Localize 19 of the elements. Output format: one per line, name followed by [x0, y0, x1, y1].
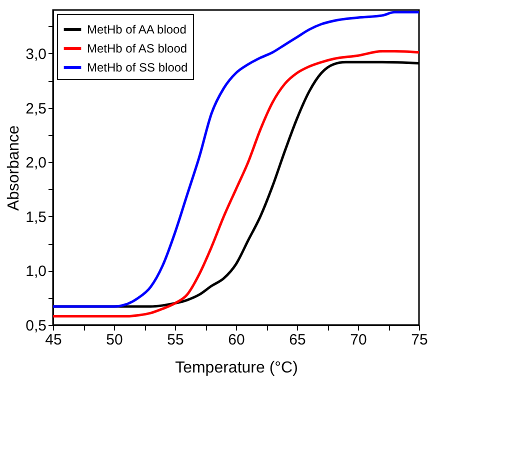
x-axis-title: Temperature (°C) — [175, 360, 298, 376]
x-tick-label: 70 — [350, 332, 367, 348]
x-tick-label: 75 — [411, 332, 428, 348]
y-tick-label: 1,5 — [26, 208, 46, 226]
legend-label: MetHb of SS blood — [87, 60, 188, 74]
x-tick-label: 60 — [228, 332, 245, 348]
y-axis-title: Absorbance — [6, 125, 23, 211]
x-tick-label: 65 — [289, 332, 306, 348]
x-tick-label: 45 — [45, 332, 62, 348]
y-tick-label: 3,0 — [26, 46, 46, 63]
y-tick-label: 0,5 — [26, 318, 46, 334]
legend-label: MetHb of AS blood — [87, 42, 188, 56]
line-series — [52, 10, 420, 308]
y-tick-label: 2,0 — [26, 154, 46, 172]
x-tick-label: 55 — [167, 332, 184, 348]
x-tick-label: 50 — [106, 332, 123, 348]
y-tick-label: 1,0 — [26, 263, 46, 280]
y-tick-label: 2,5 — [26, 100, 46, 118]
legend-label: MetHb of AA blood — [87, 22, 186, 36]
